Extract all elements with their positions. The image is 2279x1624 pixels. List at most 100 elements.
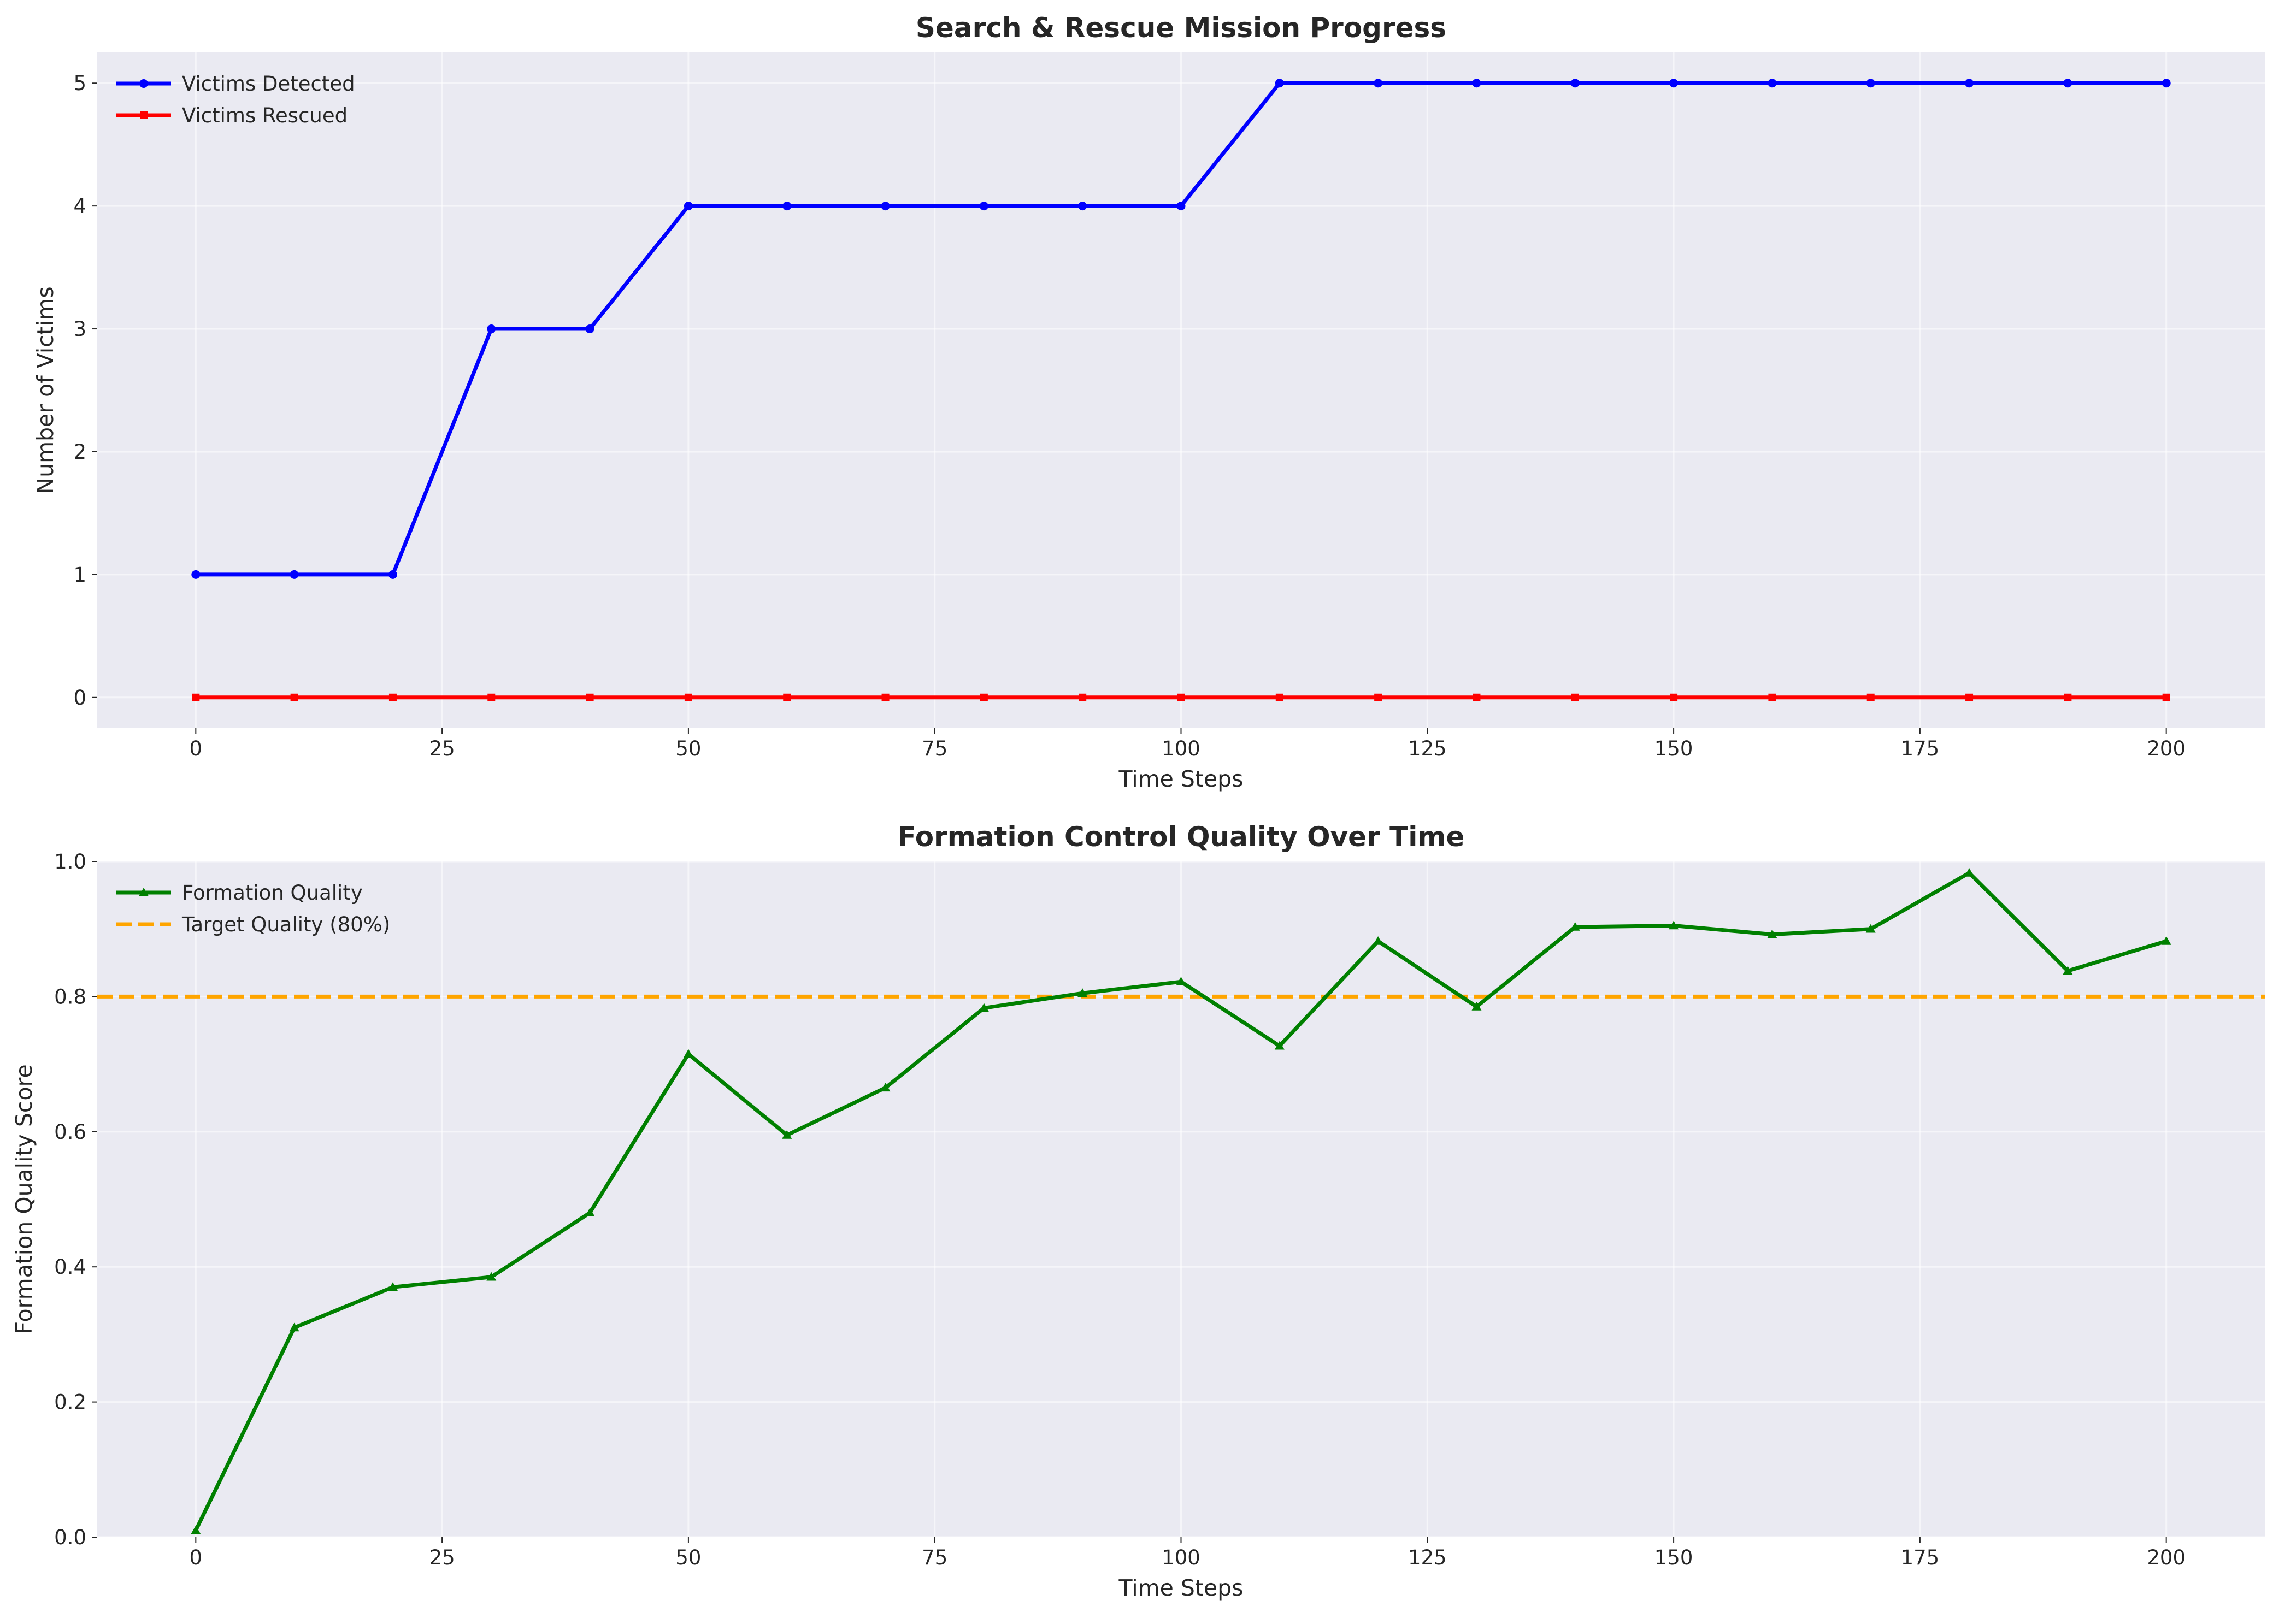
data-point	[1373, 936, 1383, 945]
series-1	[191, 79, 2171, 579]
data-point	[1964, 868, 1975, 877]
legend-label: Target Quality (80%)	[181, 913, 390, 936]
subplot-1: 0 25 50 75 100 125 150 175 200 0 1 2 3 4 5 Search & Res…	[32, 12, 2265, 792]
x-tick-label: 100	[1162, 737, 1200, 760]
data-point	[1472, 79, 1481, 88]
data-point	[881, 693, 890, 701]
data-point	[586, 693, 594, 701]
y-tick-label: 0.8	[54, 985, 86, 1008]
data-point	[1965, 693, 1974, 701]
data-point	[684, 202, 693, 211]
data-point	[487, 693, 496, 701]
data-point	[2063, 79, 2072, 88]
data-point	[980, 693, 988, 701]
chart-title: Search & Rescue Mission Progress	[916, 12, 1446, 44]
data-point	[1079, 693, 1087, 701]
series-2	[192, 693, 2170, 701]
legend: Formation Quality Target Quality (80%)	[116, 881, 390, 936]
data-point	[684, 693, 692, 701]
data-point	[1669, 79, 1679, 88]
data-point	[290, 570, 299, 579]
data-point	[782, 202, 792, 211]
y-tick-label: 0.6	[54, 1120, 86, 1144]
y-axis-label: Number of Victims	[32, 286, 58, 494]
chart-title: Formation Control Quality Over Time	[898, 821, 1465, 853]
data-point	[1374, 693, 1382, 701]
y-tick-label: 1	[73, 563, 86, 587]
x-tick-label: 125	[1408, 1546, 1447, 1569]
series-1	[191, 868, 2171, 1534]
data-point	[486, 1272, 497, 1281]
data-point	[1571, 693, 1579, 701]
legend-marker	[140, 111, 148, 119]
data-point	[1865, 924, 1876, 933]
data-point	[387, 1282, 398, 1291]
legend-marker	[139, 888, 149, 896]
x-tick-label: 100	[1162, 1546, 1200, 1569]
x-tick-label: 50	[675, 1546, 701, 1569]
x-tick-label: 200	[2147, 737, 2186, 760]
data-point	[1176, 202, 1186, 211]
x-tick-label: 25	[429, 737, 455, 760]
data-point	[487, 324, 496, 334]
data-point	[1473, 693, 1481, 701]
y-tick-label: 0.4	[54, 1255, 86, 1279]
y-tick-label: 2	[73, 440, 86, 464]
data-point	[1866, 79, 1875, 88]
x-tick-label: 175	[1901, 1546, 1940, 1569]
data-point	[782, 1130, 792, 1139]
y-tick-label: 1.0	[54, 850, 86, 873]
data-point	[290, 693, 298, 701]
x-tick-label: 150	[1654, 737, 1693, 760]
x-tick-label: 25	[429, 1546, 455, 1569]
data-point	[388, 570, 397, 579]
x-tick-label: 125	[1408, 737, 1447, 760]
data-point	[191, 570, 201, 579]
data-point	[191, 1525, 201, 1534]
y-tick-label: 5	[73, 72, 86, 95]
data-point	[1570, 79, 1580, 88]
data-point	[979, 1003, 989, 1012]
x-axis-label: Time Steps	[1118, 766, 1243, 792]
y-tick-label: 0.0	[54, 1526, 86, 1549]
x-tick-label: 200	[2147, 1546, 2186, 1569]
data-point	[585, 324, 594, 334]
x-tick-label: 150	[1654, 1546, 1693, 1569]
data-point	[979, 202, 988, 211]
data-point	[1176, 977, 1186, 985]
x-axis-label: Time Steps	[1118, 1575, 1243, 1601]
y-tick-label: 0.2	[54, 1391, 86, 1414]
data-point	[1768, 693, 1776, 701]
data-point	[1570, 922, 1580, 931]
data-point	[1177, 693, 1185, 701]
data-point	[1965, 79, 1974, 88]
y-tick-label: 0	[73, 686, 86, 710]
data-point	[880, 1083, 891, 1092]
data-point	[1866, 693, 1875, 701]
legend-label: Victims Detected	[182, 72, 355, 96]
data-point	[1374, 79, 1383, 88]
data-point	[1077, 988, 1088, 997]
legend-label: Formation Quality	[182, 881, 363, 905]
data-point	[881, 202, 890, 211]
data-point	[2162, 693, 2170, 701]
x-tick-label: 0	[190, 1546, 203, 1569]
data-point	[2064, 693, 2072, 701]
data-point	[1471, 1001, 1482, 1011]
data-point	[585, 1208, 595, 1216]
x-tick-label: 50	[675, 737, 701, 760]
data-point	[192, 693, 200, 701]
data-point	[2161, 936, 2171, 945]
data-point	[1275, 79, 1284, 88]
data-point	[289, 1322, 299, 1332]
data-point	[1274, 1041, 1285, 1050]
x-tick-label: 75	[922, 1546, 947, 1569]
data-point	[388, 693, 397, 701]
data-point	[1669, 920, 1679, 930]
data-point	[2162, 79, 2171, 88]
y-axis-label: Formation Quality Score	[11, 1064, 37, 1334]
legend: Victims Detected Victims Rescued	[116, 72, 355, 127]
data-point	[1767, 929, 1777, 938]
